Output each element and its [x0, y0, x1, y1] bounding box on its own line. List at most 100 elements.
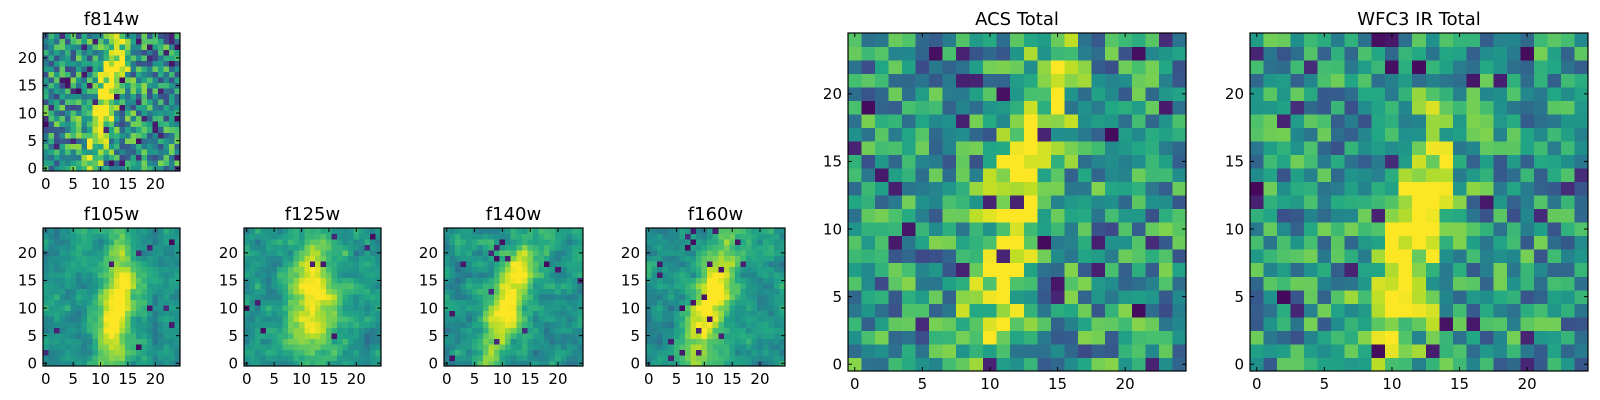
- heatmap-cell: [119, 288, 126, 295]
- heatmap-cell: [983, 208, 998, 223]
- heatmap-cell: [304, 305, 311, 312]
- y-tick-label: 5: [228, 327, 238, 345]
- heatmap-cell: [477, 272, 484, 279]
- heatmap-cell: [746, 233, 753, 240]
- heatmap-cell: [353, 299, 360, 306]
- heatmap-cell: [282, 332, 289, 339]
- heatmap-cell: [53, 99, 60, 106]
- heatmap-cell: [521, 338, 528, 345]
- heatmap-cell: [141, 121, 148, 128]
- heatmap-cell: [119, 110, 126, 117]
- heatmap-cell: [174, 338, 181, 345]
- heatmap-cell: [1385, 46, 1400, 61]
- heatmap-cell: [1050, 114, 1065, 129]
- heatmap-cell: [773, 277, 780, 284]
- heatmap-cell: [1371, 127, 1386, 142]
- y-tick-label: 20: [823, 85, 842, 103]
- heatmap-cell: [64, 288, 71, 295]
- heatmap-cell: [1304, 249, 1318, 264]
- heatmap-cell: [64, 233, 71, 240]
- heatmap-cell: [729, 255, 736, 262]
- heatmap-cell: [1520, 276, 1535, 291]
- heatmap-cell: [1358, 168, 1373, 183]
- heatmap-cell: [158, 250, 164, 256]
- heatmap-cell: [673, 343, 680, 350]
- heatmap-cell: [1412, 208, 1427, 223]
- heatmap-cell: [1104, 330, 1119, 345]
- heatmap-cell: [544, 277, 551, 284]
- heatmap-cell: [701, 239, 708, 245]
- heatmap-cell: [1331, 303, 1346, 318]
- heatmap-cell: [271, 327, 278, 334]
- y-tick-label: 10: [823, 220, 842, 238]
- heatmap-cell: [320, 272, 327, 279]
- heatmap-cell: [902, 100, 916, 115]
- heatmap-cell: [1304, 33, 1318, 47]
- heatmap-cell: [762, 261, 769, 268]
- heatmap-cell: [718, 321, 725, 328]
- heatmap-cell: [969, 262, 984, 277]
- heatmap-cell: [505, 255, 512, 262]
- heatmap-cell: [701, 332, 708, 339]
- heatmap-cell: [848, 73, 862, 88]
- heatmap-cell: [75, 360, 82, 367]
- heatmap-cell: [740, 244, 747, 251]
- heatmap-cell: [1439, 100, 1454, 115]
- heatmap-cell: [712, 250, 719, 256]
- heatmap-cell: [1493, 235, 1508, 250]
- heatmap-cell: [119, 33, 126, 39]
- heatmap-cell: [174, 354, 181, 361]
- heatmap-cell: [690, 354, 697, 361]
- heatmap-cell: [1263, 249, 1278, 264]
- heatmap-cell: [488, 316, 495, 323]
- heatmap-cell: [888, 181, 903, 196]
- heatmap-cell: [494, 261, 500, 268]
- heatmap-cell: [1050, 141, 1065, 156]
- heatmap-cell: [499, 244, 506, 251]
- heatmap-cell: [75, 137, 82, 144]
- heatmap-cell: [751, 327, 758, 334]
- heatmap-cell: [521, 266, 528, 273]
- heatmap-cell: [1520, 195, 1535, 210]
- heatmap-cell: [1010, 330, 1025, 345]
- heatmap-cell: [488, 255, 495, 262]
- heatmap-cell: [1547, 249, 1562, 264]
- heatmap-cell: [444, 244, 450, 251]
- heatmap-cell: [1104, 73, 1119, 88]
- heatmap-cell: [466, 349, 473, 356]
- heatmap-cell: [1425, 154, 1440, 169]
- heatmap-cell: [287, 299, 294, 306]
- heatmap-cell: [103, 321, 110, 328]
- x-tick-label: 10: [91, 370, 110, 388]
- heatmap-cell: [249, 316, 256, 323]
- heatmap-cell: [254, 327, 261, 334]
- heatmap-cell: [163, 55, 170, 61]
- heatmap-cell: [1439, 316, 1454, 331]
- heatmap-cell: [136, 88, 143, 95]
- heatmap-cell: [70, 277, 77, 284]
- heatmap-cell: [1344, 235, 1359, 250]
- heatmap-cell: [1131, 235, 1146, 250]
- heatmap-cell: [1131, 289, 1146, 304]
- heatmap-cell: [460, 294, 467, 301]
- heatmap-cell: [75, 294, 82, 301]
- heatmap-cell: [265, 305, 272, 312]
- heatmap-cell: [86, 244, 93, 251]
- heatmap-cell: [505, 316, 512, 323]
- heatmap-cell: [1574, 127, 1589, 142]
- heatmap-cell: [152, 148, 159, 155]
- heatmap-cell: [723, 299, 730, 306]
- heatmap-cell: [768, 250, 775, 256]
- heatmap-cell: [1064, 249, 1079, 264]
- heatmap-cell: [1172, 235, 1187, 250]
- heatmap-cell: [103, 327, 110, 334]
- heatmap-cell: [1250, 208, 1264, 223]
- heatmap-cell: [460, 321, 467, 328]
- heatmap-cell: [70, 44, 77, 50]
- heatmap-cell: [48, 60, 55, 67]
- heatmap-cell: [136, 115, 143, 122]
- heatmap-cell: [163, 88, 170, 95]
- heatmap-cell: [444, 294, 450, 301]
- heatmap-cell: [1290, 114, 1305, 129]
- panel-title: f105w: [84, 204, 139, 225]
